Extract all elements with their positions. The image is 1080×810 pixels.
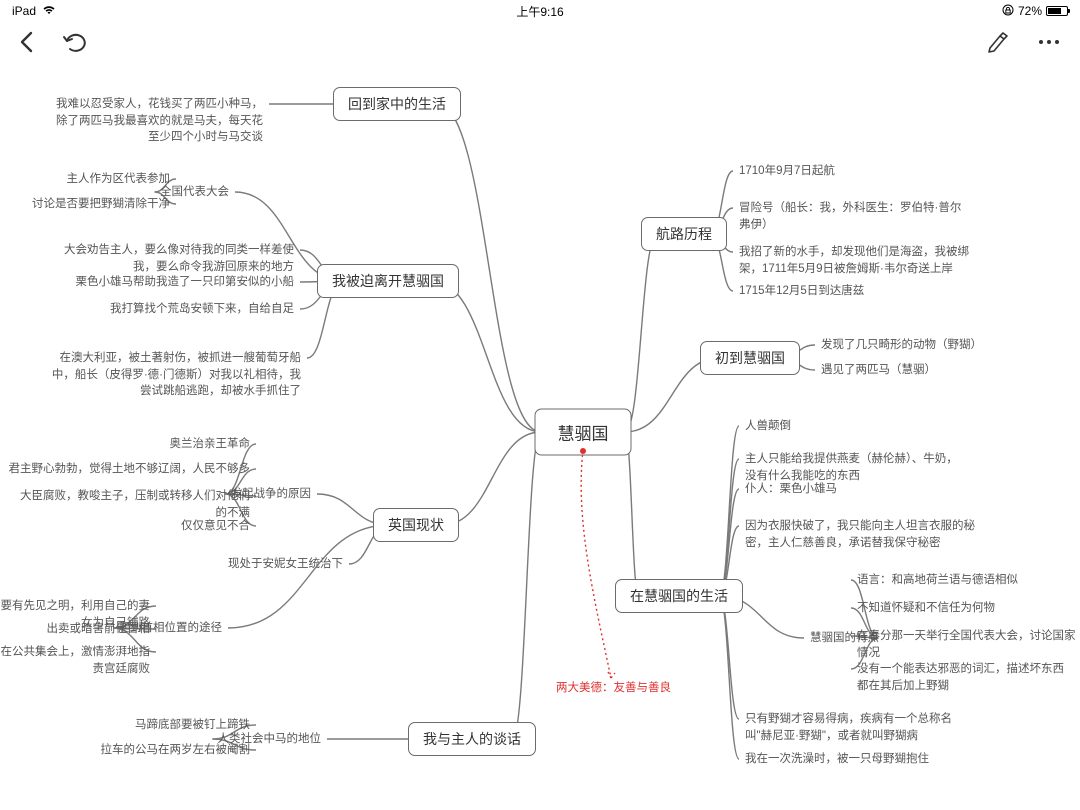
leaf-text: 君主野心勃勃，觉得土地不够辽阔，人民不够多 <box>9 461 251 478</box>
leaf-text: 不知道怀疑和不信任为何物 <box>857 600 995 617</box>
status-bar: iPad 上午9:16 72% <box>0 0 1080 22</box>
leaf-text: 我打算找个荒岛安顿下来，自给自足 <box>110 301 294 318</box>
battery-icon <box>1046 6 1068 16</box>
leaf-text: 现处于安妮女王统治下 <box>228 556 343 573</box>
mindmap-canvas[interactable]: 慧骃国两大美德：友善与善良回到家中的生活我难以忍受家人，花钱买了两匹小种马，除了… <box>0 66 1080 810</box>
toolbar <box>0 22 1080 66</box>
leaf-text: 主人只能给我提供燕麦（赫伦赫）、牛奶，没有什么我能吃的东西 <box>745 451 965 484</box>
leaf-text: 马蹄底部要被钉上蹄铁 <box>135 717 250 734</box>
leaf-text: 在澳大利亚，被土著射伤，被抓进一艘葡萄牙船中，船长（皮得罗·德·门德斯）对我以礼… <box>51 350 301 400</box>
branch-node[interactable]: 我与主人的谈话 <box>408 722 536 756</box>
clock: 上午9:16 <box>516 3 563 20</box>
undo-button[interactable] <box>62 30 88 59</box>
leaf-text: 拉车的公马在两岁左右被阉割 <box>101 742 251 759</box>
sub-node[interactable]: 全国代表大会 <box>160 184 229 201</box>
leaf-text: 冒险号（船长：我，外科医生：罗伯特·普尔弗伊） <box>739 200 969 233</box>
leaf-text: 大臣腐败，教唆主子，压制或转移人们对他们的不满 <box>20 488 250 521</box>
leaf-text: 我招了新的水手，却发现他们是海盗，我被绑架，1711年5月9日被詹姆斯·韦尔奇送… <box>739 244 969 277</box>
leaf-text: 出卖或暗害前任首相 <box>47 621 151 638</box>
leaf-text: 没有一个能表达邪恶的词汇，描述坏东西都在其后加上野猢 <box>857 661 1067 694</box>
branch-node[interactable]: 回到家中的生活 <box>333 87 461 121</box>
more-button[interactable] <box>1036 30 1062 59</box>
wifi-icon <box>42 4 56 18</box>
style-button[interactable] <box>986 30 1010 59</box>
rotation-lock-icon <box>1002 4 1014 19</box>
leaf-text: 在公共集会上，激情澎湃地指责宫廷腐败 <box>0 644 150 677</box>
leaf-text: 我难以忍受家人，花钱买了两匹小种马，除了两匹马我最喜欢的就是马夫，每天花至少四个… <box>53 96 263 146</box>
leaf-text: 只有野猢才容易得病，疾病有一个总称名叫"赫尼亚·野猢"，或者就叫野猢病 <box>745 711 975 744</box>
leaf-text: 大会劝告主人，要么像对待我的同类一样差使我，要么命令我游回原来的地方 <box>54 242 294 275</box>
branch-node[interactable]: 初到慧骃国 <box>700 341 800 375</box>
leaf-text: 1710年9月7日起航 <box>739 163 835 180</box>
leaf-text: 仅仅意见不合 <box>181 518 250 535</box>
leaf-text: 在春分那一天举行全国代表大会，讨论国家情况 <box>857 628 1077 661</box>
branch-node[interactable]: 在慧骃国的生活 <box>615 579 743 613</box>
device-label: iPad <box>12 4 36 18</box>
leaf-text: 我在一次洗澡时，被一只母野猢抱住 <box>745 751 929 768</box>
branch-node[interactable]: 我被迫离开慧骃国 <box>317 264 459 298</box>
battery-percent: 72% <box>1018 4 1042 18</box>
leaf-text: 讨论是否要把野猢清除干净 <box>32 196 170 213</box>
leaf-text: 语言：和高地荷兰语与德语相似 <box>857 572 1018 589</box>
leaf-text: 1715年12月5日到达唐兹 <box>739 283 864 300</box>
leaf-text: 人兽颠倒 <box>745 418 791 435</box>
leaf-text: 栗色小雄马帮助我造了一只印第安似的小船 <box>76 274 295 291</box>
leaf-text: 主人作为区代表参加 <box>67 171 171 188</box>
leaf-text: 发现了几只畸形的动物（野猢） <box>821 337 982 354</box>
branch-node[interactable]: 英国现状 <box>373 508 459 542</box>
leaf-text: 遇见了两匹马（慧骃） <box>821 362 936 379</box>
annotation-text: 两大美德：友善与善良 <box>556 680 671 697</box>
branch-node[interactable]: 航路历程 <box>641 217 727 251</box>
leaf-text: 因为衣服快破了，我只能向主人坦言衣服的秘密，主人仁慈善良，承诺替我保守秘密 <box>745 518 975 551</box>
back-button[interactable] <box>18 30 36 59</box>
leaf-text: 奥兰治亲王革命 <box>170 436 251 453</box>
leaf-text: 仆人：栗色小雄马 <box>745 481 837 498</box>
annotation-anchor-icon <box>580 448 586 454</box>
